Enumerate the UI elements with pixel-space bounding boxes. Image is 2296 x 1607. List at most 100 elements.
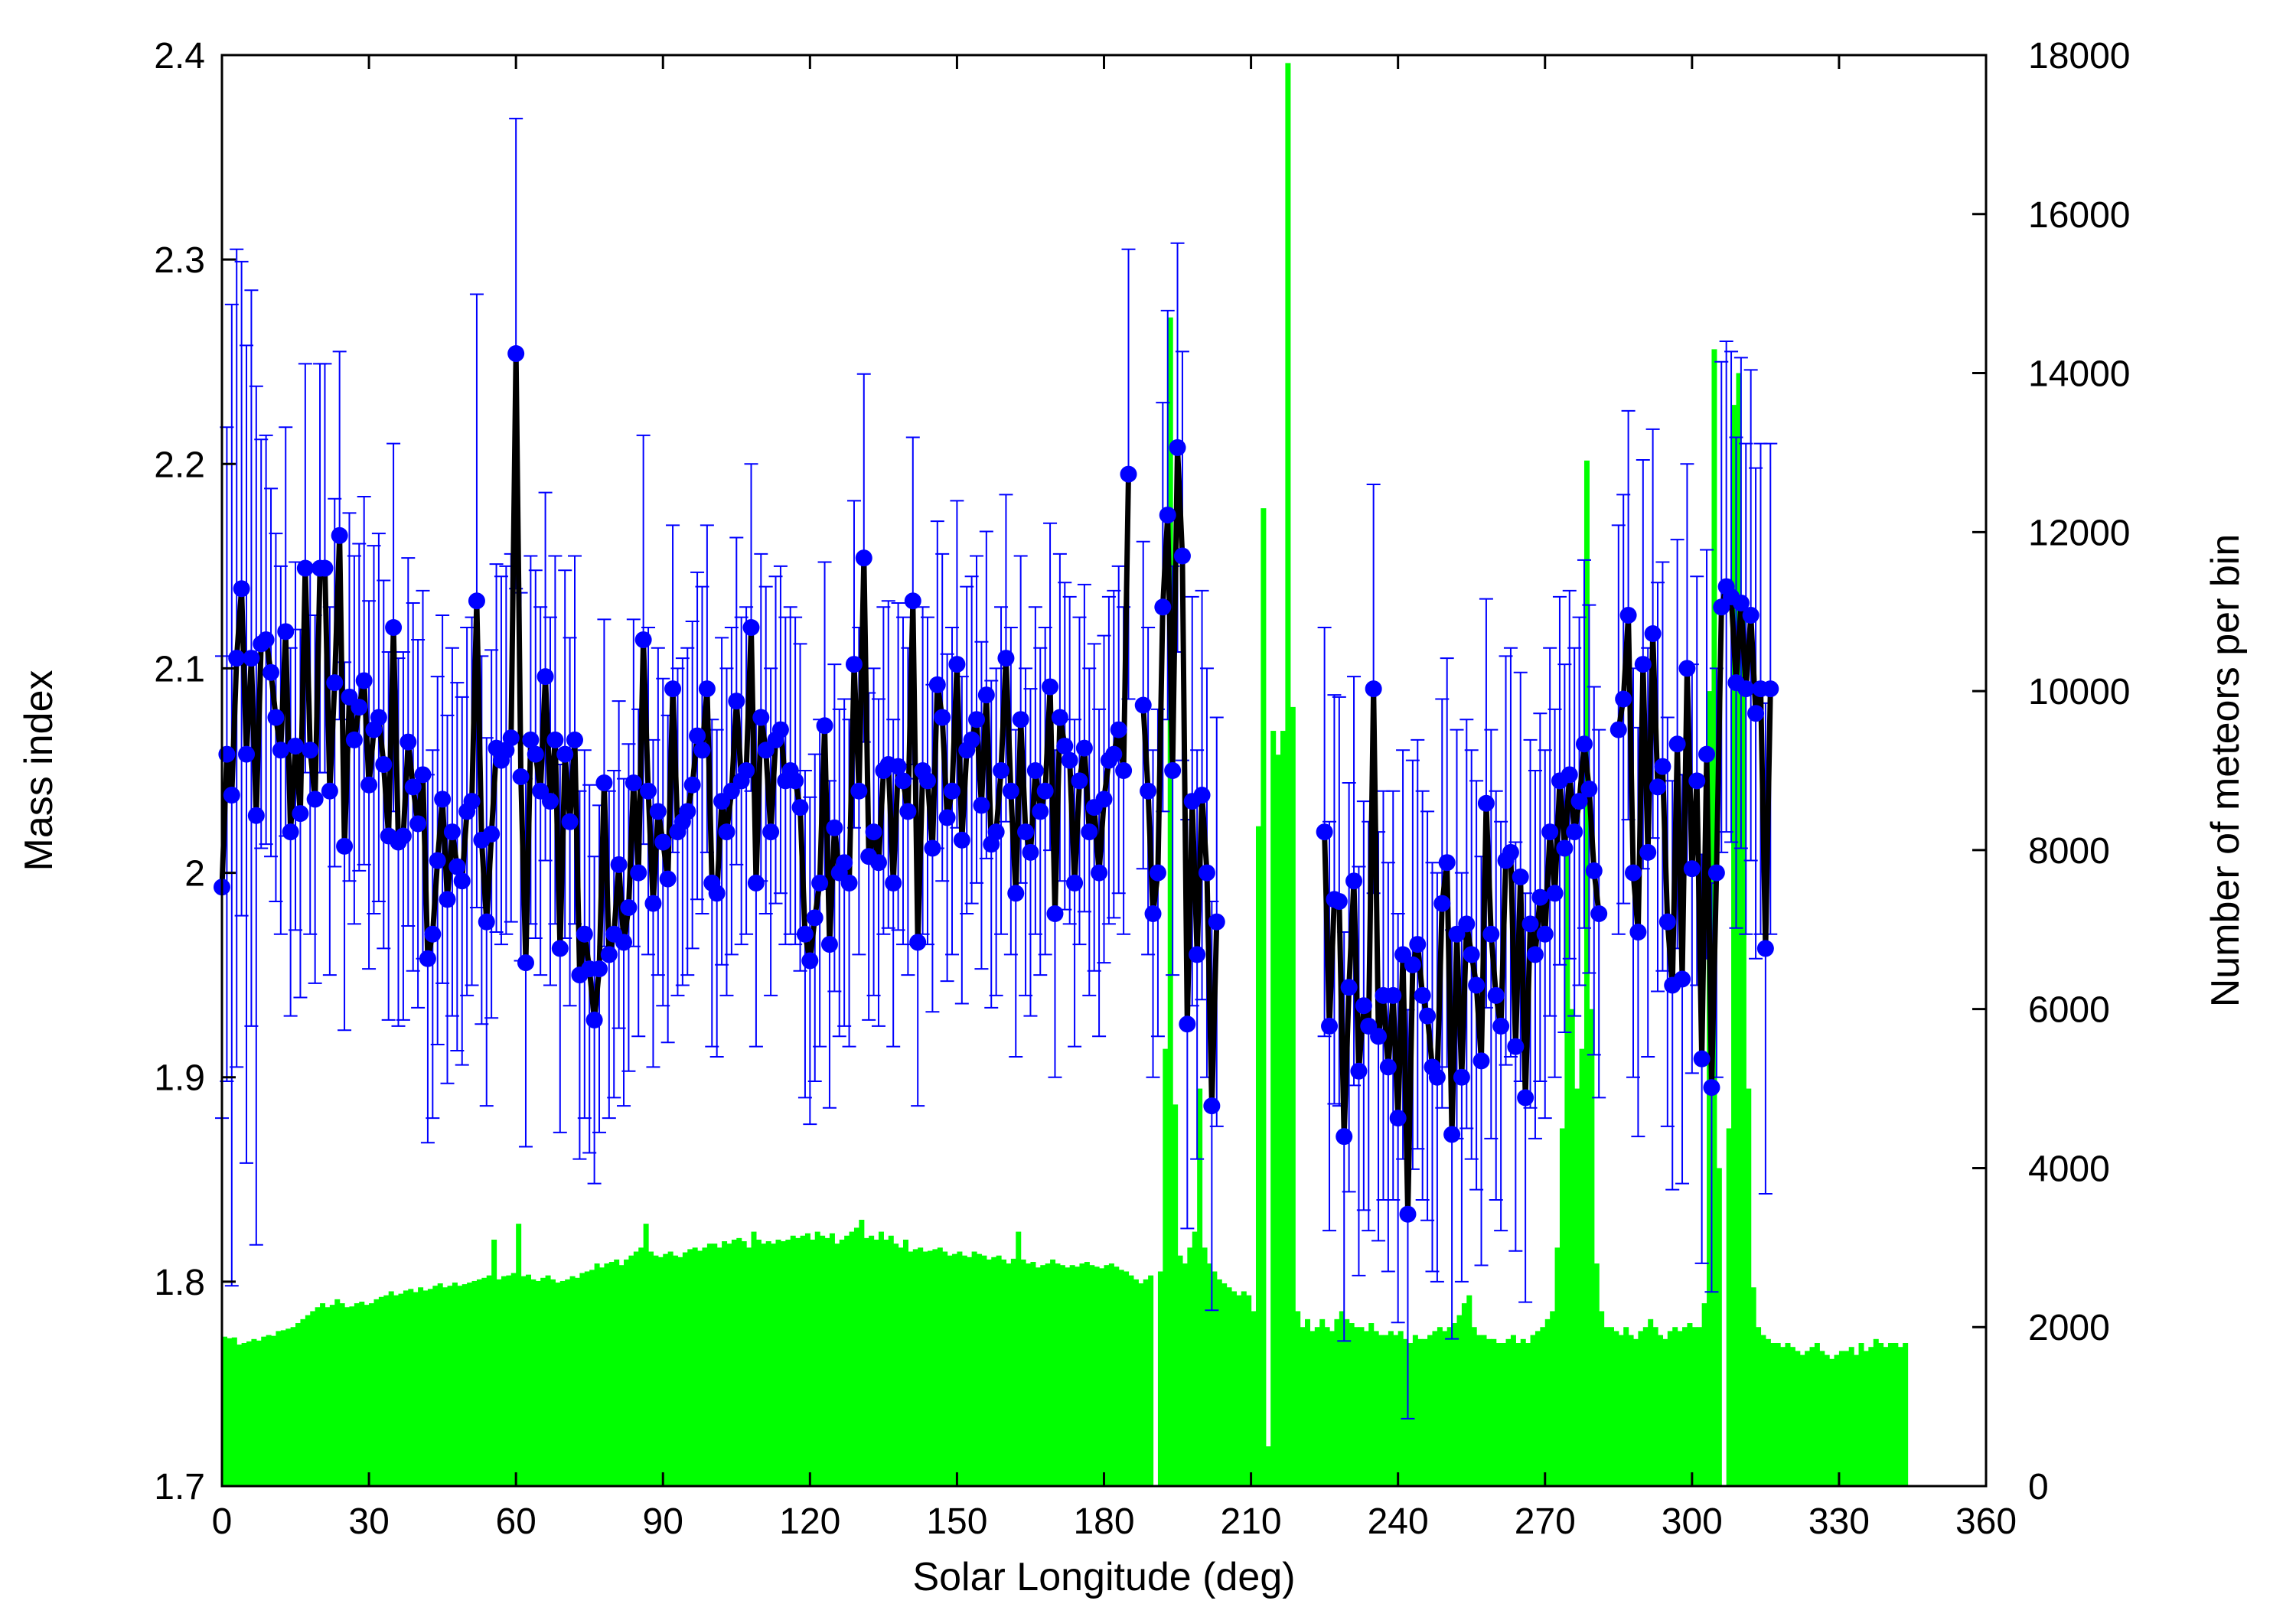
mass-index-point: [1198, 864, 1215, 882]
count-bar: [765, 1241, 771, 1486]
count-bar: [1397, 1331, 1404, 1486]
count-bar: [1427, 1335, 1433, 1486]
mass-index-point: [1032, 803, 1049, 820]
count-bar: [1599, 1311, 1605, 1486]
mass-index-point: [527, 745, 544, 763]
mass-index-point: [326, 674, 344, 692]
y-left-tick-label: 1.9: [154, 1058, 205, 1099]
count-bar: [569, 1276, 576, 1486]
count-bar: [467, 1283, 473, 1486]
y-right-axis-ticks: 0 2000 4000 6000 8000 10000 12000 14000 16000 180…: [1972, 36, 2130, 1508]
count-bar: [1648, 1319, 1654, 1486]
count-bar: [1569, 1009, 1575, 1486]
count-bar: [1883, 1347, 1889, 1486]
mass-index-point: [296, 559, 314, 577]
count-bar: [471, 1280, 478, 1486]
mass-index-point: [1703, 1079, 1720, 1097]
count-bar: [1108, 1263, 1114, 1486]
count-bar: [1128, 1275, 1134, 1486]
count-bar: [922, 1251, 928, 1486]
count-bar: [373, 1299, 380, 1486]
count-bar: [1182, 1263, 1188, 1486]
count-bar: [496, 1279, 502, 1486]
count-bar: [1212, 1271, 1218, 1486]
mass-index-point: [1644, 625, 1662, 643]
count-bar: [1295, 1311, 1301, 1486]
count-bar: [1358, 1327, 1365, 1486]
mass-index-point: [551, 940, 569, 957]
count-bar: [1574, 1088, 1580, 1486]
mass-index-point: [1169, 438, 1186, 456]
mass-index-point: [1707, 864, 1725, 882]
mass-index-point: [336, 837, 354, 855]
mass-index-point: [1399, 1205, 1417, 1223]
count-bar: [1442, 1331, 1448, 1486]
mass-index-point: [1042, 678, 1059, 696]
mass-index-point: [742, 619, 760, 636]
mass-index-point: [683, 776, 701, 794]
y-right-tick-label: 12000: [2028, 513, 2130, 553]
mass-index-point: [1732, 594, 1750, 611]
mass-index-point: [693, 742, 711, 759]
count-bar: [1844, 1351, 1850, 1486]
mass-index-point: [865, 823, 882, 841]
count-bar: [1300, 1327, 1306, 1486]
count-bar: [1789, 1347, 1795, 1486]
mass-index-point: [302, 742, 319, 759]
count-bar: [971, 1251, 977, 1486]
count-bar: [325, 1307, 331, 1486]
mass-index-point: [826, 819, 843, 836]
mass-index-point: [659, 870, 677, 888]
mass-index-point: [1384, 986, 1402, 1004]
mass-index-point: [869, 854, 887, 872]
count-bar: [1324, 1327, 1330, 1486]
mass-index-point: [233, 580, 250, 598]
count-bar: [1456, 1315, 1463, 1486]
mass-index-point: [944, 782, 961, 800]
count-bar: [937, 1247, 943, 1486]
mass-index-point: [1546, 885, 1564, 902]
mass-index-point: [1502, 843, 1519, 861]
mass-index-point: [1590, 905, 1608, 922]
count-bar: [305, 1315, 311, 1486]
mass-index-point: [1634, 656, 1652, 673]
count-bar: [1363, 1331, 1369, 1486]
count-bar: [266, 1335, 272, 1486]
count-bar: [751, 1231, 757, 1486]
count-bar: [1197, 1088, 1203, 1486]
count-bar: [476, 1279, 482, 1486]
count-bar: [624, 1259, 630, 1486]
mass-index-point: [1742, 606, 1760, 624]
count-bar: [1667, 1331, 1673, 1486]
count-bar: [1534, 1331, 1541, 1486]
mass-index-point: [561, 813, 579, 830]
y-right-tick-label: 14000: [2028, 354, 2130, 395]
mass-index-point: [1173, 547, 1191, 565]
count-bar: [276, 1331, 282, 1486]
count-bar: [873, 1239, 879, 1486]
mass-index-point: [1189, 946, 1206, 963]
mass-index-point: [997, 650, 1015, 667]
count-bar: [1824, 1354, 1830, 1486]
count-bar: [697, 1250, 703, 1486]
count-bar: [516, 1224, 522, 1486]
count-bar: [780, 1241, 786, 1486]
mass-index-point: [747, 874, 765, 892]
mass-index-point: [1115, 762, 1133, 779]
count-bar: [608, 1262, 615, 1486]
mass-index-point: [1649, 778, 1667, 796]
count-bar: [1731, 405, 1737, 1486]
mass-index-point: [355, 672, 373, 689]
mass-index-point: [1526, 946, 1544, 963]
mass-index-point: [1208, 913, 1225, 931]
mass-index-point: [1159, 507, 1176, 524]
count-bar: [1780, 1347, 1786, 1486]
count-bar: [726, 1244, 732, 1486]
count-bar: [1202, 1247, 1208, 1486]
count-bar: [388, 1291, 394, 1486]
y-left-tick-label: 2.3: [154, 240, 205, 281]
count-bar: [1334, 1319, 1340, 1486]
count-bar: [1016, 1231, 1022, 1486]
count-bar: [1593, 1263, 1600, 1486]
mass-index-point: [1061, 751, 1078, 769]
